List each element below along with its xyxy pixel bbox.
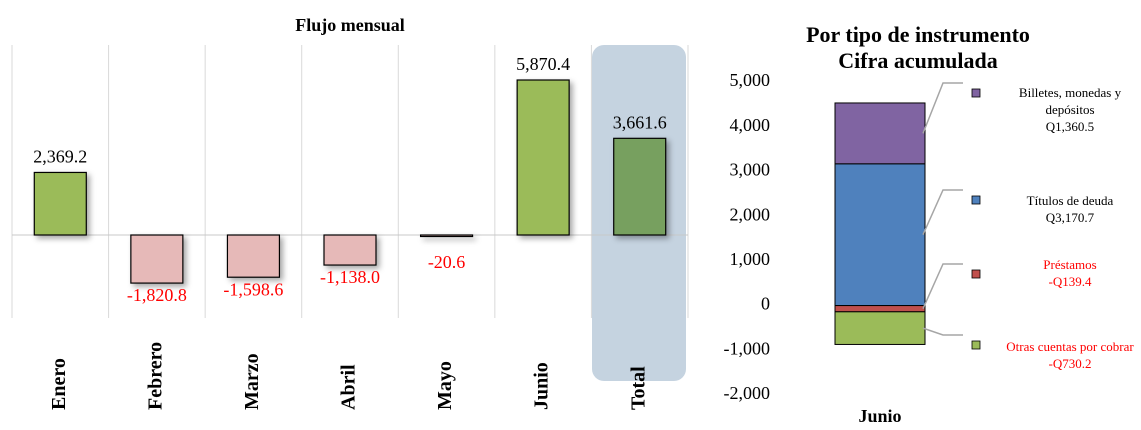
bar <box>613 137 667 236</box>
leader-line <box>922 263 963 309</box>
x-tick-label: Marzo <box>241 353 263 410</box>
x-tick-label: Enero <box>48 358 70 410</box>
legend-swatch <box>971 269 981 279</box>
legend-entry: Títulos de deuda Q3,170.7 <box>1000 192 1140 226</box>
bar-segment <box>834 102 926 165</box>
chart-title: Flujo mensual <box>295 15 405 35</box>
bar <box>33 171 87 236</box>
x-tick-label: Abril <box>338 364 360 410</box>
x-tick-label: Junio <box>858 406 901 426</box>
value-label: Q1,360.5 <box>1045 119 1095 134</box>
legend-label: Otras cuentas por cobrar <box>1006 339 1134 354</box>
value-label: 3,661.6 <box>613 112 667 132</box>
value-label: -1,598.6 <box>223 279 283 299</box>
y-tick-label: 1,000 <box>730 249 771 269</box>
x-tick-label: Mayo <box>434 361 456 410</box>
bar <box>130 234 184 284</box>
y-tick-label: -2,000 <box>724 383 771 403</box>
y-tick-label: 3,000 <box>730 160 771 180</box>
legend-entry: Préstamos -Q139.4 <box>1000 256 1140 290</box>
x-tick-label: Junio <box>531 362 553 410</box>
y-tick-label: 2,000 <box>730 204 771 224</box>
value-label: -Q139.4 <box>1048 274 1092 289</box>
legend-label: Billetes, monedas y depósitos <box>1018 85 1122 117</box>
legend-swatch <box>971 88 981 98</box>
bar <box>226 234 281 278</box>
value-label: 5,870.4 <box>516 54 570 74</box>
value-label: -20.6 <box>428 252 466 272</box>
bar <box>516 79 570 236</box>
bar-segment <box>834 311 926 345</box>
leader-line <box>922 189 963 235</box>
x-tick-label: Total <box>627 366 649 410</box>
bar <box>419 234 474 238</box>
legend-entry: Otras cuentas por cobrar -Q730.2 <box>1000 338 1140 372</box>
legend-swatch <box>971 195 981 205</box>
bar-segment <box>834 163 926 307</box>
leader-line <box>922 82 963 134</box>
value-label: -1,138.0 <box>320 267 380 287</box>
legend-label: Títulos de deuda <box>1026 193 1114 208</box>
legend-entry: Billetes, monedas y depósitos Q1,360.5 <box>1000 84 1140 135</box>
x-tick-label: Febrero <box>144 342 166 410</box>
bar <box>323 234 377 266</box>
value-label: Q3,170.7 <box>1045 210 1095 225</box>
chart-subtitle: Cifra acumulada <box>838 48 998 73</box>
legend-swatch <box>971 340 981 350</box>
chart-title: Por tipo de instrumento <box>806 22 1030 47</box>
legend-label: Préstamos <box>1043 257 1097 272</box>
value-label: -Q730.2 <box>1048 356 1092 371</box>
value-label: -1,820.8 <box>127 285 187 305</box>
leader-line <box>922 327 963 336</box>
y-tick-label: 4,000 <box>730 115 771 135</box>
y-tick-label: -1,000 <box>724 338 771 358</box>
value-label: 2,369.2 <box>33 147 87 167</box>
bar-segment <box>834 305 926 313</box>
y-tick-label: 0 <box>761 294 770 314</box>
y-tick-label: 5,000 <box>730 70 771 90</box>
